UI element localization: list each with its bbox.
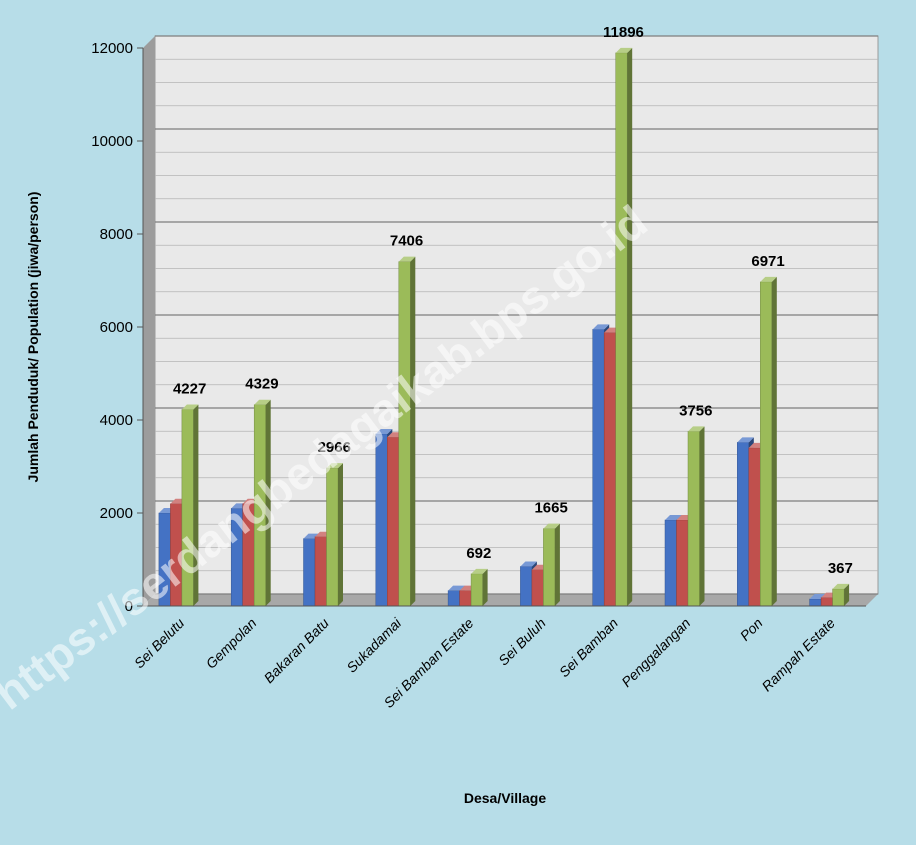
y-tick-label: 6000 bbox=[100, 319, 133, 336]
x-category-label: Gempolan bbox=[203, 615, 260, 672]
data-label: 4329 bbox=[245, 376, 278, 393]
bar-series3 bbox=[832, 583, 850, 607]
y-tick-label: 10000 bbox=[91, 133, 133, 150]
x-axis-title: Desa/Village bbox=[464, 790, 546, 806]
bar-series3 bbox=[398, 256, 416, 607]
data-label: 6971 bbox=[751, 253, 784, 270]
y-tick-label: 8000 bbox=[100, 226, 133, 243]
bar-series3 bbox=[543, 523, 560, 607]
data-label: 2966 bbox=[318, 439, 351, 456]
y-tick-label: 2000 bbox=[100, 505, 133, 522]
y-tick-label: 4000 bbox=[100, 412, 133, 429]
plot-side-wall bbox=[143, 36, 155, 606]
x-category-label: Rampah Estate bbox=[758, 615, 838, 695]
x-category-label: Sukadamai bbox=[343, 614, 404, 675]
bar-series3 bbox=[253, 399, 271, 607]
data-label: 1665 bbox=[534, 500, 567, 517]
y-tick-label: 12000 bbox=[91, 40, 133, 57]
y-tick-label: 0 bbox=[125, 598, 133, 615]
bar-series3 bbox=[760, 276, 777, 607]
x-category-label: Bakaran Batu bbox=[261, 615, 332, 686]
bar-series3 bbox=[687, 426, 705, 607]
x-category-label: Sei Buluh bbox=[495, 615, 549, 669]
x-category-label: Pon bbox=[737, 615, 766, 644]
data-label: 367 bbox=[828, 560, 853, 577]
data-label: 4227 bbox=[173, 380, 206, 397]
data-label: 11896 bbox=[603, 24, 644, 41]
y-axis-title: Jumlah Penduduk/ Population (jiwa/person… bbox=[25, 192, 41, 483]
x-category-label: Sei Bamban bbox=[556, 615, 621, 680]
data-label: 7406 bbox=[390, 233, 423, 250]
x-category-label: Penggalangan bbox=[618, 615, 693, 690]
data-label: 692 bbox=[466, 545, 491, 562]
bar-series3 bbox=[326, 463, 343, 607]
data-label: 3756 bbox=[679, 402, 712, 419]
bar-series3 bbox=[615, 47, 633, 607]
bar-series3 bbox=[470, 568, 488, 607]
